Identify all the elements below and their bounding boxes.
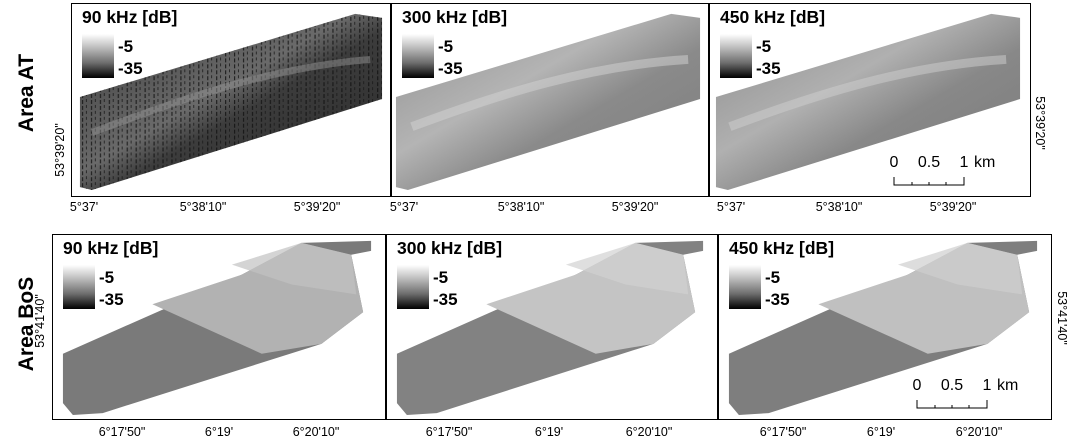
scale-label-0: 0 — [912, 377, 922, 394]
scale-bar-line — [893, 177, 965, 186]
scale-label-1: 1 — [982, 377, 992, 394]
tick-label: 5°38'10" — [179, 200, 227, 214]
tick-label: 6°17'50" — [98, 425, 146, 439]
tick-label: 6°20'10" — [955, 425, 1003, 439]
color-legend: -5 -35 — [729, 265, 839, 311]
lon-ticks-at: 5°37' 5°38'10" 5°39'20" 5°37' 5°38'10" 5… — [0, 200, 1072, 216]
color-legend: -5 -35 — [397, 265, 507, 311]
legend-gradient — [402, 34, 434, 78]
scale-label-half: 0.5 — [940, 377, 964, 394]
legend-min: -35 — [765, 290, 790, 309]
color-legend: -5 -35 — [82, 34, 192, 80]
lat-label-right-at: 53°39'20" — [1033, 96, 1047, 150]
scale-bar-line — [916, 400, 988, 409]
tick-label: 5°38'10" — [497, 200, 545, 214]
tick-label: 6°19' — [204, 425, 234, 439]
tick-label: 5°37' — [389, 200, 419, 214]
tick-label: 6°20'10" — [625, 425, 673, 439]
scale-unit: km — [997, 377, 1019, 394]
tick-label: 5°37' — [716, 200, 746, 214]
color-legend: -5 -35 — [63, 265, 173, 311]
tick-label: 6°17'50" — [759, 425, 807, 439]
tick-label: 6°19' — [866, 425, 896, 439]
panel-title: 300 kHz [dB] — [397, 238, 503, 258]
tick-label: 5°38'10" — [815, 200, 863, 214]
panel-title: 90 kHz [dB] — [82, 7, 178, 27]
backscatter-map-bos-300khz — [396, 240, 704, 416]
legend-min: -35 — [99, 290, 124, 309]
legend-gradient — [729, 265, 761, 309]
backscatter-map-bos-450khz — [728, 240, 1038, 416]
panel-bos-90khz: 90 kHz [dB] -5 -35 — [52, 234, 386, 420]
legend-gradient — [397, 265, 429, 309]
backscatter-map-at-450khz — [715, 13, 1021, 191]
color-legend: -5 -35 — [720, 34, 830, 80]
backscatter-map-at-90khz — [79, 13, 383, 191]
backscatter-map-at-300khz — [395, 13, 701, 191]
panel-title: 450 kHz [dB] — [720, 7, 826, 27]
scale-label-half: 0.5 — [917, 154, 941, 171]
tick-label: 6°17'50" — [425, 425, 473, 439]
legend-max: -5 — [433, 268, 449, 287]
lon-ticks-bos: 6°17'50" 6°19' 6°20'10" 6°17'50" 6°19' 6… — [0, 425, 1072, 441]
legend-max: -5 — [99, 268, 115, 287]
panel-title: 450 kHz [dB] — [729, 238, 835, 258]
legend-min: -35 — [118, 59, 143, 78]
row-label-area-at: Area AT — [15, 53, 38, 133]
legend-min: -35 — [433, 290, 458, 309]
tick-label: 6°19' — [534, 425, 564, 439]
tick-label: 5°37' — [69, 200, 99, 214]
color-legend: -5 -35 — [402, 34, 512, 80]
panel-at-300khz: 300 kHz [dB] -5 -35 — [391, 3, 709, 197]
panel-at-450khz: 450 kHz [dB] -5 -35 0 0.5 1 km — [709, 3, 1031, 197]
legend-max: -5 — [765, 268, 781, 287]
legend-min: -35 — [438, 59, 463, 78]
panel-title: 90 kHz [dB] — [63, 238, 159, 258]
lat-label-left-bos: 53°41'40" — [33, 294, 47, 348]
legend-gradient — [82, 34, 114, 78]
tick-label: 5°39'20" — [611, 200, 659, 214]
panel-at-90khz: 90 kHz [dB] -5 -35 — [71, 3, 391, 197]
legend-max: -5 — [438, 37, 454, 56]
scale-bar: 0 0.5 1 km — [886, 154, 1026, 194]
legend-min: -35 — [756, 59, 781, 78]
legend-gradient — [63, 265, 95, 309]
panel-bos-450khz: 450 kHz [dB] -5 -35 0 0.5 1 km — [718, 234, 1052, 420]
lat-label-right-bos: 53°41'40" — [1055, 291, 1069, 345]
tick-label: 6°20'10" — [292, 425, 340, 439]
scale-label-1: 1 — [959, 154, 969, 171]
legend-max: -5 — [756, 37, 772, 56]
scale-bar: 0 0.5 1 km — [909, 377, 1049, 417]
panel-bos-300khz: 300 kHz [dB] -5 -35 — [386, 234, 718, 420]
tick-label: 5°39'20" — [929, 200, 977, 214]
backscatter-map-bos-90khz — [62, 240, 372, 416]
scale-label-0: 0 — [889, 154, 899, 171]
scale-unit: km — [974, 154, 996, 171]
panel-title: 300 kHz [dB] — [402, 7, 508, 27]
legend-max: -5 — [118, 37, 134, 56]
tick-label: 5°39'20" — [293, 200, 341, 214]
legend-gradient — [720, 34, 752, 78]
lat-label-left-at: 53°39'20" — [53, 123, 67, 177]
